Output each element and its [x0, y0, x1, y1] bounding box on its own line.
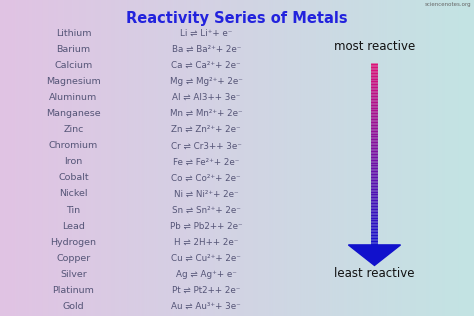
Text: Zinc: Zinc — [64, 125, 83, 134]
Text: Silver: Silver — [60, 270, 87, 279]
Text: Copper: Copper — [56, 254, 91, 263]
Text: Lithium: Lithium — [56, 29, 91, 38]
Text: Mg ⇌ Mg²⁺+ 2e⁻: Mg ⇌ Mg²⁺+ 2e⁻ — [170, 77, 243, 86]
Text: Au ⇌ Au³⁺+ 3e⁻: Au ⇌ Au³⁺+ 3e⁻ — [171, 302, 241, 311]
Text: Pt ⇌ Pt2++ 2e⁻: Pt ⇌ Pt2++ 2e⁻ — [172, 286, 240, 295]
Text: Reactivity Series of Metals: Reactivity Series of Metals — [126, 11, 348, 26]
Text: Al ⇌ Al3++ 3e⁻: Al ⇌ Al3++ 3e⁻ — [172, 93, 240, 102]
Text: Zn ⇌ Zn²⁺+ 2e⁻: Zn ⇌ Zn²⁺+ 2e⁻ — [172, 125, 241, 134]
Text: Cu ⇌ Cu²⁺+ 2e⁻: Cu ⇌ Cu²⁺+ 2e⁻ — [171, 254, 241, 263]
Text: Tin: Tin — [66, 205, 81, 215]
Text: Manganese: Manganese — [46, 109, 101, 118]
Text: Pb ⇌ Pb2++ 2e⁻: Pb ⇌ Pb2++ 2e⁻ — [170, 222, 243, 231]
Text: Iron: Iron — [64, 157, 82, 166]
Text: Li ⇌ Li⁺+ e⁻: Li ⇌ Li⁺+ e⁻ — [180, 29, 232, 38]
Polygon shape — [348, 245, 401, 265]
Text: Mn ⇌ Mn²⁺+ 2e⁻: Mn ⇌ Mn²⁺+ 2e⁻ — [170, 109, 243, 118]
Text: Ag ⇌ Ag⁺+ e⁻: Ag ⇌ Ag⁺+ e⁻ — [176, 270, 237, 279]
Text: Magnesium: Magnesium — [46, 77, 101, 86]
Text: Lead: Lead — [62, 222, 85, 231]
Text: Ni ⇌ Ni²⁺+ 2e⁻: Ni ⇌ Ni²⁺+ 2e⁻ — [174, 190, 238, 198]
Text: H ⇌ 2H++ 2e⁻: H ⇌ 2H++ 2e⁻ — [174, 238, 238, 247]
Text: Co ⇌ Co²⁺+ 2e⁻: Co ⇌ Co²⁺+ 2e⁻ — [172, 173, 241, 182]
Text: least reactive: least reactive — [334, 267, 415, 280]
Text: Gold: Gold — [63, 302, 84, 311]
Text: Ba ⇌ Ba²⁺+ 2e⁻: Ba ⇌ Ba²⁺+ 2e⁻ — [172, 45, 241, 54]
Text: Barium: Barium — [56, 45, 91, 54]
Text: Cr ⇌ Cr3++ 3e⁻: Cr ⇌ Cr3++ 3e⁻ — [171, 141, 242, 150]
Text: most reactive: most reactive — [334, 40, 415, 52]
Text: sciencenotes.org: sciencenotes.org — [425, 2, 472, 7]
Text: Ca ⇌ Ca²⁺+ 2e⁻: Ca ⇌ Ca²⁺+ 2e⁻ — [172, 61, 241, 70]
Text: Cobalt: Cobalt — [58, 173, 89, 182]
Text: Hydrogen: Hydrogen — [50, 238, 97, 247]
Text: Sn ⇌ Sn²⁺+ 2e⁻: Sn ⇌ Sn²⁺+ 2e⁻ — [172, 205, 241, 215]
Text: Chromium: Chromium — [49, 141, 98, 150]
Text: Aluminum: Aluminum — [49, 93, 98, 102]
Text: Platinum: Platinum — [53, 286, 94, 295]
Text: Fe ⇌ Fe²⁺+ 2e⁻: Fe ⇌ Fe²⁺+ 2e⁻ — [173, 157, 239, 166]
Text: Calcium: Calcium — [55, 61, 92, 70]
Text: Nickel: Nickel — [59, 190, 88, 198]
